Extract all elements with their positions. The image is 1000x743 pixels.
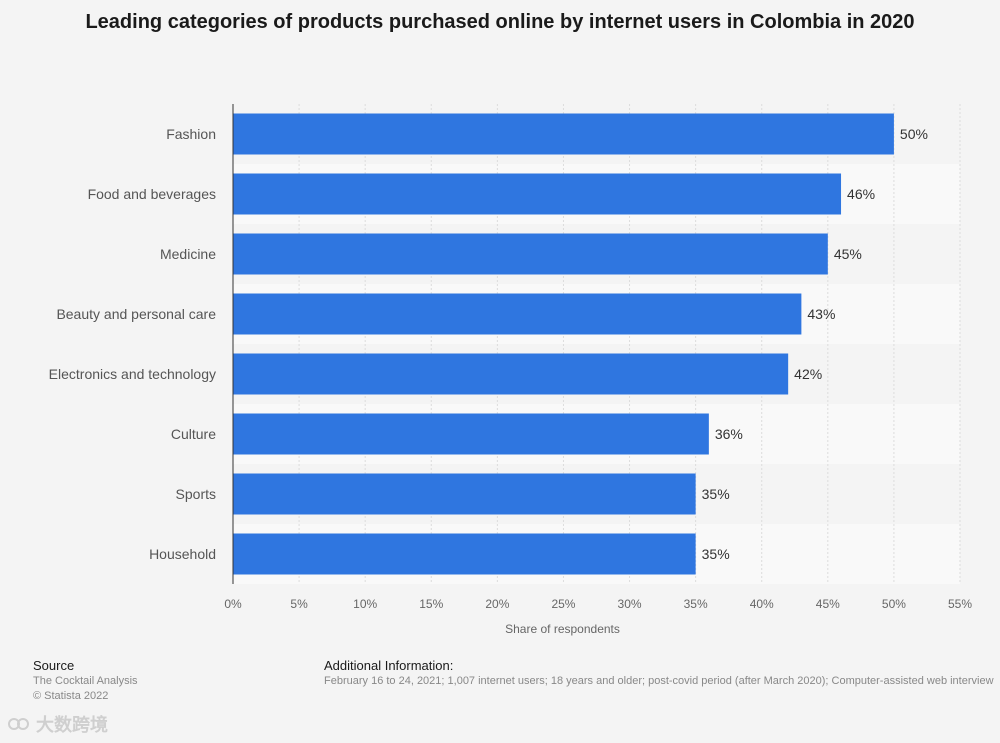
x-tick-label: 15% bbox=[419, 597, 443, 611]
value-label: 45% bbox=[834, 246, 862, 262]
category-label: Sports bbox=[176, 486, 216, 502]
value-label: 43% bbox=[807, 306, 835, 322]
source-heading: Source bbox=[33, 658, 75, 673]
value-label: 42% bbox=[794, 366, 822, 382]
value-label: 36% bbox=[715, 426, 743, 442]
category-label: Household bbox=[149, 546, 216, 562]
x-tick-label: 30% bbox=[618, 597, 642, 611]
bar bbox=[233, 353, 789, 395]
x-axis-title: Share of respondents bbox=[505, 622, 620, 636]
chart-title: Leading categories of products purchased… bbox=[85, 11, 915, 33]
category-labels: Fashion Food and beverages Medicine Beauty … bbox=[49, 126, 217, 562]
value-label: 35% bbox=[702, 486, 730, 502]
category-label: Fashion bbox=[166, 126, 216, 142]
x-tick-label: 5% bbox=[290, 597, 308, 611]
bars bbox=[233, 113, 894, 575]
category-label: Culture bbox=[171, 426, 216, 442]
watermark: 大数跨境 bbox=[8, 711, 108, 737]
watermark-logo-icon bbox=[8, 718, 29, 730]
category-label: Medicine bbox=[160, 246, 216, 262]
value-label: 46% bbox=[847, 186, 875, 202]
value-label: 35% bbox=[702, 546, 730, 562]
bar bbox=[233, 113, 894, 155]
x-tick-label: 55% bbox=[948, 597, 972, 611]
source-line: The Cocktail Analysis bbox=[33, 675, 138, 687]
category-label: Food and beverages bbox=[88, 186, 216, 202]
x-tick-label: 10% bbox=[353, 597, 377, 611]
bar bbox=[233, 533, 696, 575]
category-label: Electronics and technology bbox=[49, 366, 216, 382]
x-tick-label: 20% bbox=[485, 597, 509, 611]
watermark-text: 大数跨境 bbox=[36, 715, 108, 735]
bar bbox=[233, 173, 842, 215]
additional-info-heading: Additional Information: bbox=[324, 658, 454, 673]
x-tick-label: 0% bbox=[224, 597, 242, 611]
value-label: 50% bbox=[900, 126, 928, 142]
x-tick-label: 25% bbox=[551, 597, 575, 611]
category-label: Beauty and personal care bbox=[56, 306, 216, 322]
x-tick-labels: 0% 5% 10% 15% 20% 25% 30% 35% 40% 45% 50% 55% bbox=[224, 597, 972, 611]
bar bbox=[233, 293, 802, 335]
value-labels: 50% 46% 45% 43% 42% 36% 35% 35% bbox=[702, 126, 928, 562]
additional-info-text: February 16 to 24, 2021; 1,007 internet … bbox=[324, 675, 994, 687]
x-tick-label: 50% bbox=[882, 597, 906, 611]
copyright-line: © Statista 2022 bbox=[33, 690, 109, 702]
x-tick-label: 40% bbox=[750, 597, 774, 611]
bar bbox=[233, 233, 828, 275]
x-tick-label: 35% bbox=[684, 597, 708, 611]
bar bbox=[233, 473, 696, 515]
bar bbox=[233, 413, 709, 455]
x-tick-label: 45% bbox=[816, 597, 840, 611]
